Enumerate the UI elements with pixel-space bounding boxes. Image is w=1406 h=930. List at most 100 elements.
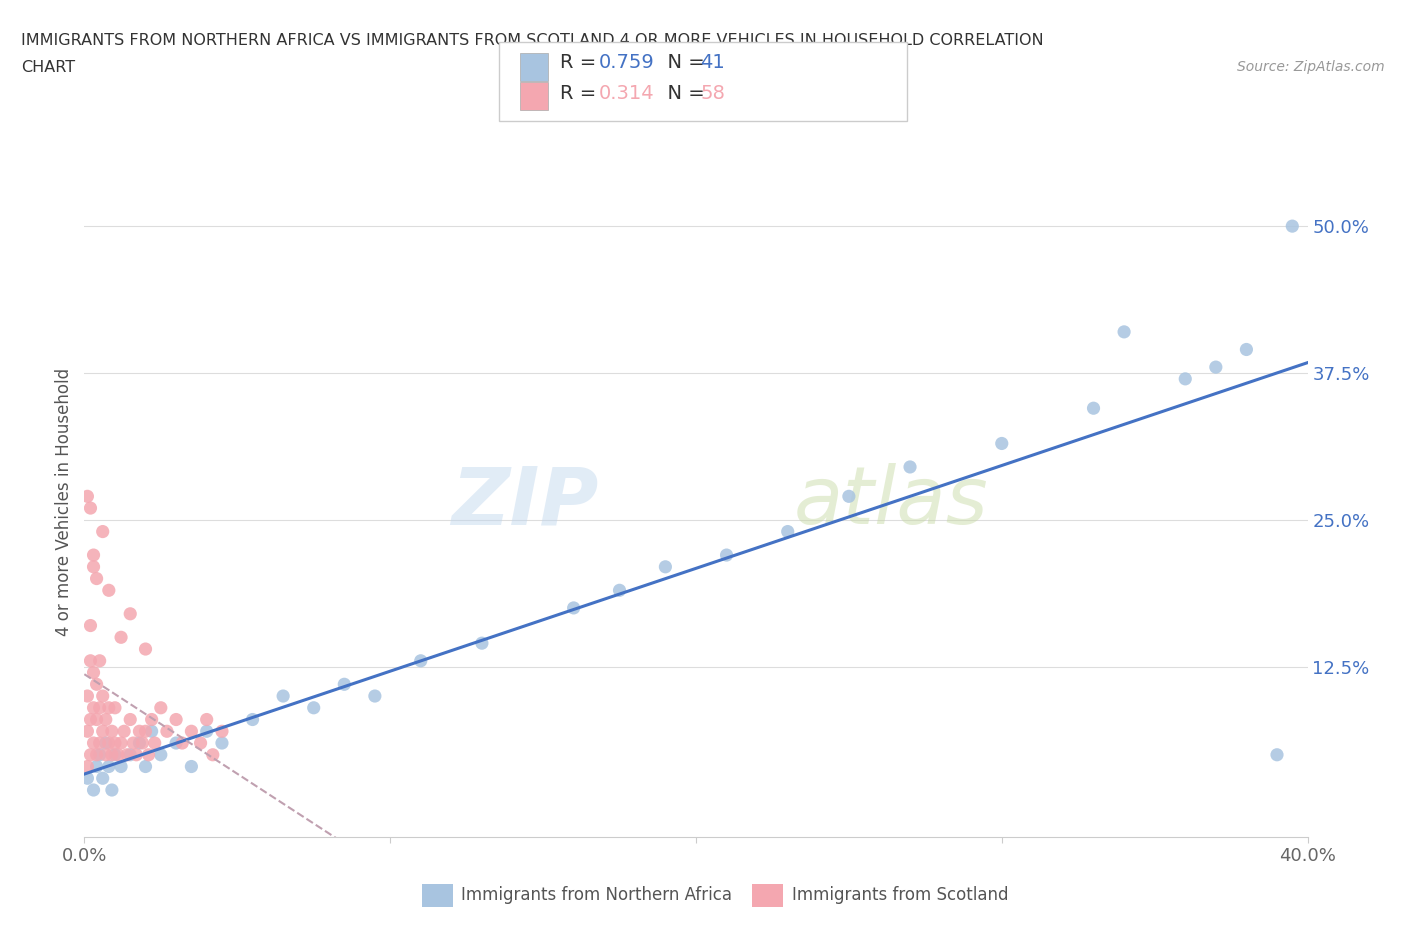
Point: [122, 736, 145, 751]
Point: [333, 677, 356, 692]
Point: [242, 712, 264, 727]
Text: R =: R =: [560, 53, 602, 72]
Point: [104, 736, 127, 751]
Point: [79, 748, 101, 763]
Point: [104, 748, 127, 763]
Point: [110, 736, 132, 751]
Point: [271, 688, 294, 703]
Point: [112, 724, 135, 738]
Point: [97, 583, 120, 598]
Text: atlas: atlas: [794, 463, 988, 541]
Point: [302, 700, 325, 715]
Point: [89, 736, 111, 751]
Point: [654, 559, 676, 574]
Point: [86, 712, 108, 727]
Point: [86, 748, 108, 763]
Y-axis label: 4 or more Vehicles in Household: 4 or more Vehicles in Household: [55, 368, 73, 636]
Text: 0.759: 0.759: [599, 53, 655, 72]
Point: [141, 724, 163, 738]
Point: [135, 724, 157, 738]
Point: [838, 489, 860, 504]
Point: [1083, 401, 1105, 416]
Point: [83, 736, 105, 751]
Point: [562, 601, 585, 616]
Point: [716, 548, 738, 563]
Point: [91, 525, 114, 539]
Point: [131, 736, 153, 751]
Text: R =: R =: [560, 84, 602, 102]
Point: [120, 748, 142, 763]
Point: [165, 736, 187, 751]
Point: [165, 712, 187, 727]
Text: 58: 58: [700, 84, 725, 102]
Point: [104, 700, 127, 715]
Point: [91, 771, 114, 786]
Point: [991, 436, 1014, 451]
Text: IMMIGRANTS FROM NORTHERN AFRICA VS IMMIGRANTS FROM SCOTLAND 4 OR MORE VEHICLES I: IMMIGRANTS FROM NORTHERN AFRICA VS IMMIG…: [21, 33, 1043, 47]
Point: [79, 654, 101, 669]
Point: [101, 748, 124, 763]
Point: [86, 677, 108, 692]
Point: [83, 782, 105, 797]
Point: [120, 712, 142, 727]
Point: [97, 759, 120, 774]
Point: [86, 571, 108, 586]
Point: [97, 736, 120, 751]
Point: [1265, 748, 1288, 763]
Point: [83, 559, 105, 574]
Point: [79, 618, 101, 633]
Point: [94, 736, 117, 751]
Text: N =: N =: [655, 84, 711, 102]
Point: [180, 759, 202, 774]
Point: [89, 748, 111, 763]
Point: [172, 736, 194, 751]
Point: [76, 688, 98, 703]
Point: [115, 748, 138, 763]
Point: [1114, 325, 1136, 339]
Point: [83, 700, 105, 715]
Point: [94, 712, 117, 727]
Text: Immigrants from Northern Africa: Immigrants from Northern Africa: [461, 886, 733, 904]
Point: [180, 724, 202, 738]
Point: [609, 583, 631, 598]
Point: [76, 724, 98, 738]
Point: [128, 736, 150, 751]
Point: [91, 724, 114, 738]
Point: [91, 688, 114, 703]
Point: [94, 748, 117, 763]
Point: [89, 700, 111, 715]
Text: 0.314: 0.314: [599, 84, 655, 102]
Point: [76, 489, 98, 504]
Point: [898, 459, 921, 474]
Point: [149, 700, 172, 715]
Point: [125, 748, 148, 763]
Point: [138, 748, 160, 763]
Point: [135, 759, 157, 774]
Point: [128, 724, 150, 738]
Point: [97, 700, 120, 715]
Point: [101, 782, 124, 797]
Point: [86, 759, 108, 774]
Point: [1236, 342, 1258, 357]
Point: [89, 654, 111, 669]
Point: [364, 688, 387, 703]
Point: [101, 724, 124, 738]
Text: ZIP: ZIP: [451, 463, 598, 541]
Point: [110, 630, 132, 644]
Point: [1281, 219, 1303, 233]
Point: [135, 642, 157, 657]
Point: [776, 525, 799, 539]
Point: [195, 724, 218, 738]
Text: CHART: CHART: [21, 60, 75, 75]
Point: [471, 636, 494, 651]
Text: Source: ZipAtlas.com: Source: ZipAtlas.com: [1237, 60, 1385, 74]
Point: [211, 724, 233, 738]
Point: [195, 712, 218, 727]
Point: [141, 712, 163, 727]
Point: [83, 665, 105, 680]
Point: [79, 712, 101, 727]
Point: [211, 736, 233, 751]
Point: [107, 748, 129, 763]
Text: 41: 41: [700, 53, 725, 72]
Point: [143, 736, 166, 751]
